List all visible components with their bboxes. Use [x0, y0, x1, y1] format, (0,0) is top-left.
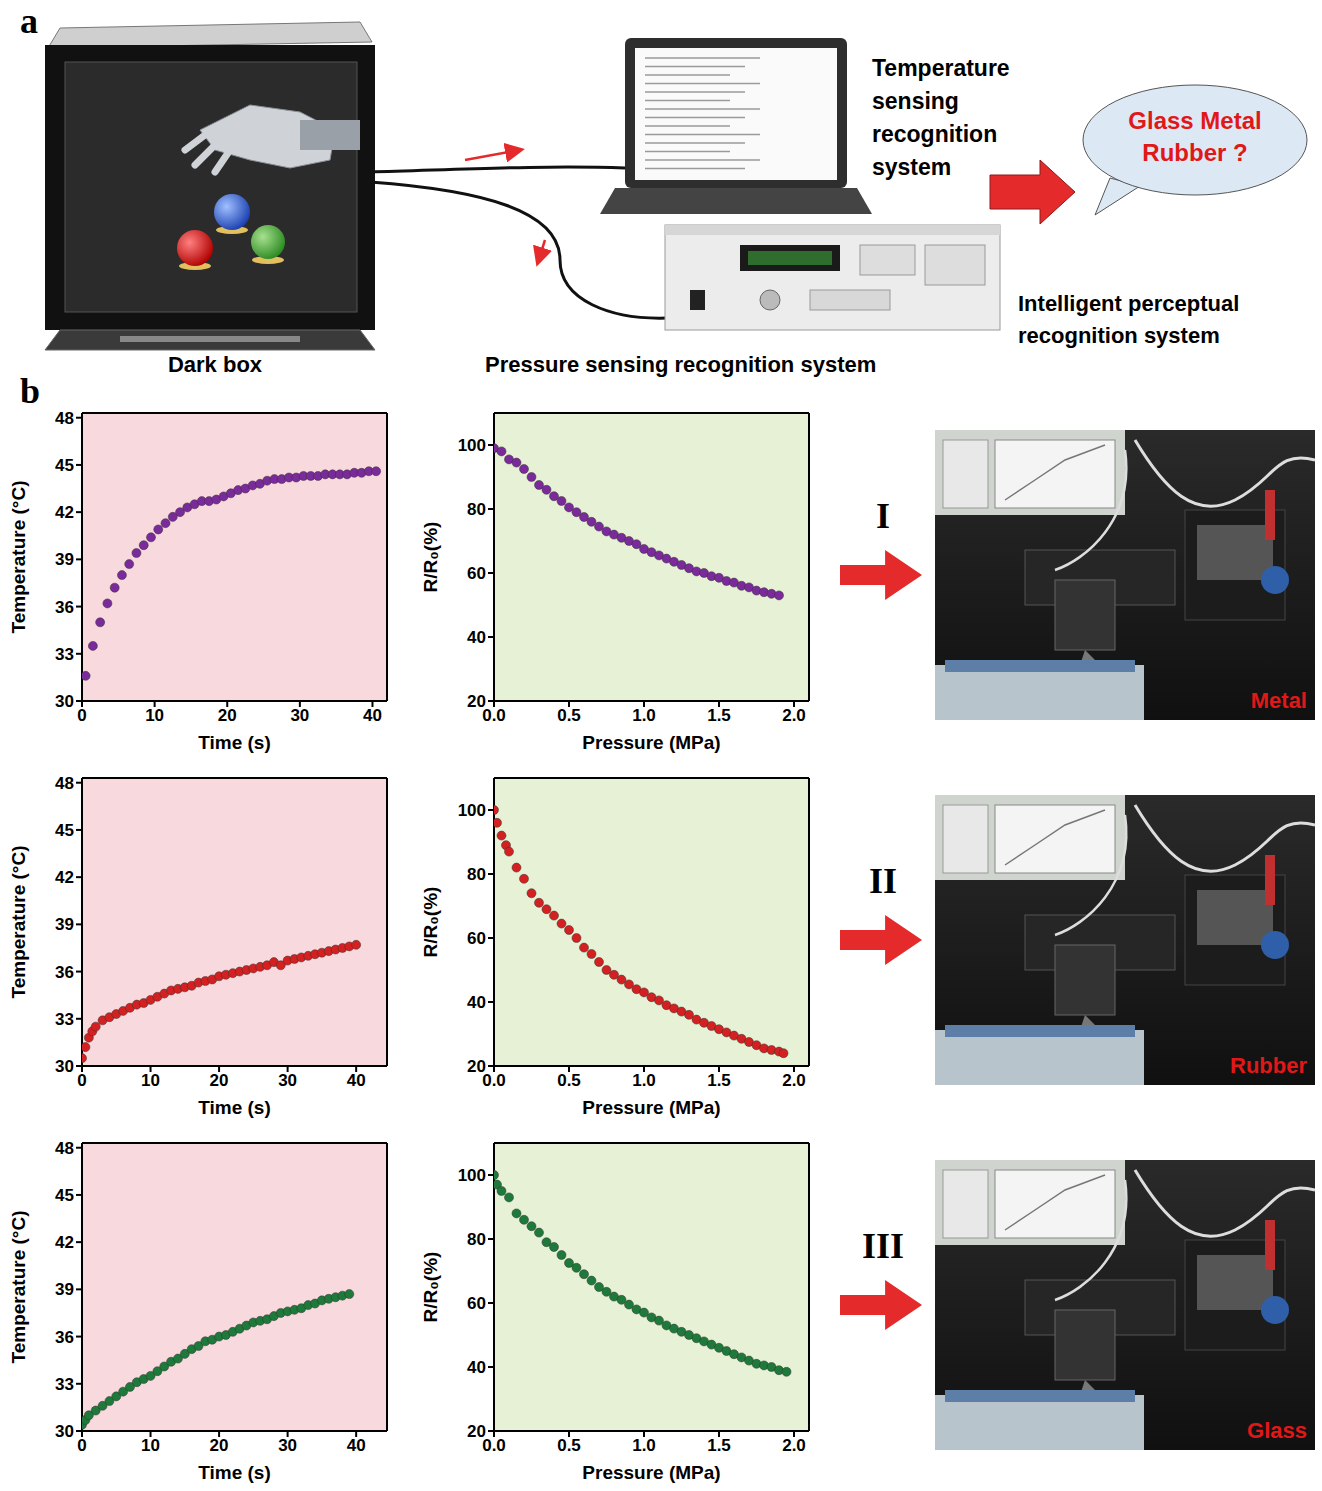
html-text:Temperature sensing recognitio: Temperature sensing recognition system — [872, 55, 1010, 180]
svg-text:0.5: 0.5 — [557, 1071, 581, 1090]
svg-text:1.5: 1.5 — [707, 706, 731, 725]
svg-text:100: 100 — [458, 801, 486, 820]
svg-text:1.0: 1.0 — [632, 1071, 656, 1090]
svg-text:30: 30 — [55, 692, 74, 711]
svg-text:30: 30 — [278, 1071, 297, 1090]
svg-text:2.0: 2.0 — [782, 1436, 806, 1455]
svg-text:40: 40 — [347, 1071, 366, 1090]
html-text:III: III — [862, 1226, 904, 1266]
svg-text:Pressure (MPa): Pressure (MPa) — [582, 1462, 720, 1483]
svg-text:Metal: Metal — [1251, 688, 1307, 713]
html-text:I: I — [876, 496, 890, 536]
svg-text:Pressure (MPa): Pressure (MPa) — [582, 1097, 720, 1118]
svg-text:Temperature (°C): Temperature (°C) — [8, 1211, 29, 1364]
svg-text:60: 60 — [467, 929, 486, 948]
svg-text:Temperature (°C): Temperature (°C) — [8, 846, 29, 999]
svg-text:33: 33 — [55, 645, 74, 664]
svg-text:45: 45 — [55, 821, 74, 840]
svg-text:10: 10 — [145, 706, 164, 725]
html-text:Dark box: Dark box — [167, 352, 263, 377]
svg-text:20: 20 — [210, 1436, 229, 1455]
html-text:II: II — [869, 861, 897, 901]
svg-text:10: 10 — [141, 1071, 160, 1090]
svg-text:39: 39 — [55, 1280, 74, 1299]
svg-text:0: 0 — [77, 706, 86, 725]
svg-text:48: 48 — [55, 774, 74, 793]
svg-text:40: 40 — [363, 706, 382, 725]
svg-text:42: 42 — [55, 868, 74, 887]
svg-text:20: 20 — [467, 1422, 486, 1441]
svg-text:40: 40 — [347, 1436, 366, 1455]
svg-text:0: 0 — [77, 1436, 86, 1455]
svg-text:48: 48 — [55, 1139, 74, 1158]
svg-text:33: 33 — [55, 1010, 74, 1029]
svg-text:R/R₀(%): R/R₀(%) — [420, 522, 441, 593]
svg-text:80: 80 — [467, 1230, 486, 1249]
html-text:b: b — [20, 371, 40, 411]
svg-text:R/R₀(%): R/R₀(%) — [420, 887, 441, 958]
html-text:a: a — [20, 1, 38, 41]
svg-text:100: 100 — [458, 436, 486, 455]
svg-text:100: 100 — [458, 1166, 486, 1185]
html-text:Glass Metal Rubber ?: Glass Metal Rubber ? — [1128, 107, 1262, 166]
svg-text:Pressure (MPa): Pressure (MPa) — [582, 732, 720, 753]
svg-text:39: 39 — [55, 550, 74, 569]
svg-text:2.0: 2.0 — [782, 1071, 806, 1090]
svg-text:Temperature (°C): Temperature (°C) — [8, 481, 29, 634]
svg-text:0.5: 0.5 — [557, 706, 581, 725]
svg-text:R/R₀(%): R/R₀(%) — [420, 1252, 441, 1323]
svg-text:0: 0 — [77, 1071, 86, 1090]
svg-text:20: 20 — [467, 1057, 486, 1076]
svg-text:1.5: 1.5 — [707, 1071, 731, 1090]
svg-text:60: 60 — [467, 564, 486, 583]
svg-text:Glass: Glass — [1247, 1418, 1307, 1443]
svg-text:45: 45 — [55, 456, 74, 475]
svg-text:80: 80 — [467, 500, 486, 519]
svg-text:20: 20 — [210, 1071, 229, 1090]
svg-text:0.5: 0.5 — [557, 1436, 581, 1455]
svg-text:1.5: 1.5 — [707, 1436, 731, 1455]
svg-text:Time (s): Time (s) — [198, 1097, 271, 1118]
svg-text:33: 33 — [55, 1375, 74, 1394]
svg-text:39: 39 — [55, 915, 74, 934]
svg-text:Time (s): Time (s) — [198, 1462, 271, 1483]
html-text:Pressure sensing recognition s: Pressure sensing recognition system — [485, 352, 877, 377]
svg-text:40: 40 — [467, 1358, 486, 1377]
svg-text:42: 42 — [55, 503, 74, 522]
svg-text:48: 48 — [55, 409, 74, 428]
svg-text:30: 30 — [55, 1422, 74, 1441]
svg-text:0.0: 0.0 — [482, 1436, 506, 1456]
svg-text:10: 10 — [141, 1436, 160, 1455]
svg-text:36: 36 — [55, 963, 74, 982]
svg-text:30: 30 — [55, 1057, 74, 1076]
svg-text:1.0: 1.0 — [632, 1436, 656, 1455]
svg-text:Time (s): Time (s) — [198, 732, 271, 753]
svg-text:2.0: 2.0 — [782, 706, 806, 725]
svg-text:0.0: 0.0 — [482, 706, 506, 726]
svg-text:60: 60 — [467, 1294, 486, 1313]
svg-text:42: 42 — [55, 1233, 74, 1252]
svg-text:80: 80 — [467, 865, 486, 884]
svg-text:30: 30 — [290, 706, 309, 725]
svg-text:Rubber: Rubber — [1230, 1053, 1307, 1078]
svg-text:20: 20 — [218, 706, 237, 725]
svg-text:40: 40 — [467, 993, 486, 1012]
svg-text:40: 40 — [467, 628, 486, 647]
svg-text:30: 30 — [278, 1436, 297, 1455]
svg-text:20: 20 — [467, 692, 486, 711]
svg-text:45: 45 — [55, 1186, 74, 1205]
html-text:Intelligent perceptual recogni: Intelligent perceptual recognition syste… — [1018, 291, 1240, 348]
svg-text:1.0: 1.0 — [632, 706, 656, 725]
svg-text:36: 36 — [55, 1328, 74, 1347]
svg-text:0.0: 0.0 — [482, 1071, 506, 1091]
svg-text:36: 36 — [55, 598, 74, 617]
